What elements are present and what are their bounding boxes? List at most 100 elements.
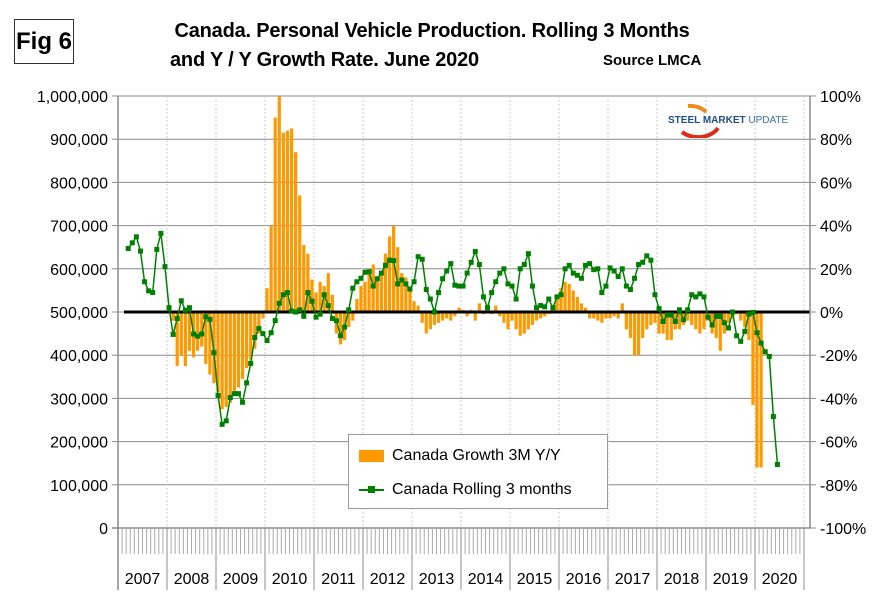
rolling-point bbox=[603, 283, 609, 289]
growth-bar bbox=[383, 253, 388, 312]
rolling-point bbox=[358, 275, 364, 281]
left-tick-label: 0 bbox=[99, 521, 108, 538]
growth-bar bbox=[326, 273, 330, 312]
growth-bar bbox=[575, 296, 579, 312]
growth-bar bbox=[514, 312, 518, 330]
rolling-point bbox=[542, 304, 548, 310]
rolling-point bbox=[725, 325, 731, 331]
rolling-point bbox=[142, 279, 148, 285]
growth-bar bbox=[249, 312, 253, 360]
rolling-point bbox=[468, 259, 474, 265]
rolling-point bbox=[746, 311, 752, 317]
rolling-point bbox=[129, 240, 135, 246]
rolling-point bbox=[166, 305, 172, 311]
chart-title-line1: Canada. Personal Vehicle Production. Rol… bbox=[174, 20, 690, 42]
rolling-point bbox=[362, 269, 368, 275]
rolling-point bbox=[378, 270, 384, 276]
legend: Canada Growth 3M Y/Y Canada Rolling 3 mo… bbox=[348, 434, 608, 509]
growth-bar bbox=[637, 312, 641, 356]
rolling-point bbox=[244, 380, 250, 386]
growth-bar bbox=[375, 279, 379, 312]
growth-bar bbox=[196, 312, 200, 351]
rolling-point bbox=[215, 392, 221, 398]
rolling-point bbox=[562, 266, 568, 272]
rolling-point bbox=[284, 290, 290, 296]
rolling-point bbox=[705, 314, 711, 320]
rolling-point bbox=[583, 262, 589, 268]
right-tick-label: -60% bbox=[820, 435, 857, 452]
growth-bar bbox=[379, 273, 383, 312]
rolling-point bbox=[525, 251, 531, 257]
rolling-point bbox=[252, 334, 258, 340]
rolling-point bbox=[448, 261, 454, 267]
growth-bar bbox=[677, 312, 682, 330]
growth-bar bbox=[751, 312, 755, 405]
rolling-point bbox=[382, 262, 388, 268]
growth-bar bbox=[759, 312, 763, 468]
growth-bar bbox=[559, 288, 563, 312]
growth-bar bbox=[755, 312, 759, 468]
rolling-point bbox=[162, 264, 168, 270]
rolling-point bbox=[366, 269, 372, 275]
rolling-point bbox=[456, 283, 462, 289]
rolling-point bbox=[427, 296, 433, 302]
growth-bar bbox=[408, 290, 412, 312]
left-tick-label: 800,000 bbox=[50, 175, 108, 192]
growth-bar bbox=[498, 312, 502, 317]
growth-bar bbox=[669, 312, 673, 341]
growth-bar bbox=[432, 312, 437, 325]
rolling-point bbox=[186, 305, 192, 311]
rolling-point bbox=[472, 249, 478, 255]
rolling-point bbox=[644, 253, 650, 259]
rolling-point bbox=[623, 283, 629, 289]
rolling-point bbox=[774, 461, 780, 467]
rolling-point bbox=[619, 266, 625, 272]
rolling-point bbox=[627, 287, 633, 293]
rolling-point bbox=[137, 248, 143, 254]
rolling-point bbox=[374, 276, 380, 282]
rolling-point bbox=[280, 292, 286, 298]
growth-bar bbox=[510, 312, 514, 321]
rolling-point bbox=[150, 290, 156, 296]
rolling-point bbox=[664, 312, 670, 318]
rolling-point bbox=[264, 338, 270, 344]
rolling-point bbox=[174, 315, 180, 321]
rolling-point bbox=[766, 353, 772, 359]
rolling-point bbox=[709, 322, 715, 328]
axes bbox=[112, 95, 816, 590]
growth-bar bbox=[298, 195, 302, 312]
growth-bar bbox=[494, 305, 498, 312]
rolling-point bbox=[550, 305, 556, 311]
source-label: Source LMCA bbox=[603, 52, 702, 69]
growth-bar bbox=[657, 312, 661, 334]
growth-bar bbox=[465, 312, 469, 317]
growth-bar bbox=[747, 312, 751, 341]
rolling-point bbox=[574, 272, 580, 278]
rolling-point bbox=[293, 309, 299, 315]
growth-bar bbox=[220, 312, 224, 410]
growth-bar bbox=[281, 132, 285, 312]
rolling-point bbox=[591, 267, 597, 273]
rolling-point bbox=[734, 333, 740, 339]
rolling-point bbox=[595, 266, 601, 272]
year-label: 2019 bbox=[713, 571, 749, 588]
rolling-point bbox=[730, 309, 736, 315]
growth-bar bbox=[424, 312, 428, 334]
growth-bar bbox=[702, 312, 706, 330]
rolling-point bbox=[436, 290, 442, 296]
rolling-point bbox=[689, 292, 695, 298]
growth-bar bbox=[457, 307, 461, 312]
rolling-point bbox=[493, 279, 499, 285]
right-tick-label: -100% bbox=[820, 521, 866, 538]
rolling-point bbox=[721, 320, 727, 326]
rolling-point bbox=[697, 291, 703, 297]
left-tick-label: 900,000 bbox=[50, 132, 108, 149]
growth-bar bbox=[367, 268, 371, 312]
logo-update: UPDATE bbox=[748, 115, 789, 126]
growth-bar bbox=[743, 312, 747, 328]
rolling-point bbox=[685, 307, 691, 313]
rolling-point bbox=[399, 277, 405, 283]
growth-bar bbox=[322, 286, 326, 312]
rolling-point bbox=[329, 315, 335, 321]
growth-bar bbox=[739, 312, 743, 321]
